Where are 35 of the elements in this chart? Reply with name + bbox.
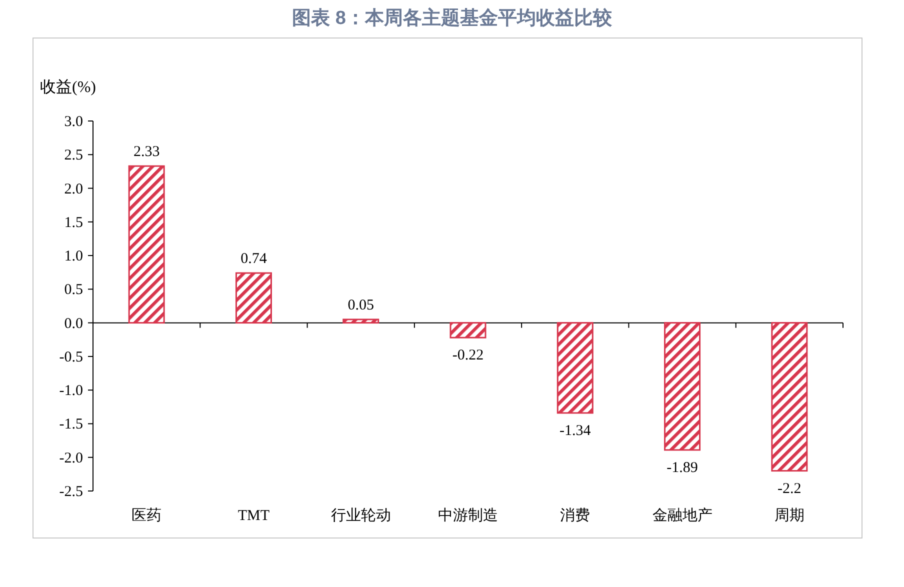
x-tick-label: 医药 bbox=[132, 507, 162, 524]
y-tick-label: 1.0 bbox=[64, 248, 83, 265]
y-tick-label: -0.5 bbox=[59, 349, 83, 366]
x-tick-label: 行业轮动 bbox=[330, 507, 391, 524]
data-label: -2.2 bbox=[778, 480, 802, 497]
x-tick-label: 消费 bbox=[560, 507, 590, 524]
y-tick-label: -1.5 bbox=[59, 416, 83, 433]
x-tick-label: TMT bbox=[238, 508, 270, 524]
y-tick-label: 0.0 bbox=[64, 316, 83, 332]
data-label: -1.34 bbox=[560, 422, 592, 439]
x-tick-label: 中游制造 bbox=[438, 507, 498, 524]
data-label: 2.33 bbox=[133, 144, 160, 160]
y-tick-label: 1.5 bbox=[64, 214, 83, 231]
data-label: -1.89 bbox=[666, 460, 698, 476]
chart-title: 图表 8：本周各主题基金平均收益比较 bbox=[292, 7, 613, 29]
y-axis-title: 收益(%) bbox=[40, 78, 96, 96]
bar bbox=[235, 272, 272, 324]
data-label: -0.22 bbox=[452, 348, 484, 364]
y-tick-label: 2.5 bbox=[64, 148, 83, 164]
data-label: 0.05 bbox=[348, 297, 374, 314]
bar bbox=[664, 322, 701, 451]
y-tick-label: 2.0 bbox=[64, 181, 83, 198]
y-tick-label: -2.0 bbox=[59, 450, 83, 466]
x-tick-label: 金融地产 bbox=[652, 507, 712, 524]
y-tick-label: 3.0 bbox=[64, 114, 83, 130]
y-tick-label: -1.0 bbox=[59, 383, 83, 400]
y-tick-label: 0.5 bbox=[64, 282, 83, 298]
data-label: 0.74 bbox=[240, 251, 268, 268]
y-tick-label: -2.5 bbox=[59, 484, 83, 500]
bar bbox=[556, 322, 594, 414]
x-tick-label: 周期 bbox=[774, 507, 804, 524]
bar bbox=[128, 165, 165, 324]
bar bbox=[771, 322, 808, 472]
bar bbox=[342, 318, 380, 324]
bar bbox=[450, 322, 486, 338]
